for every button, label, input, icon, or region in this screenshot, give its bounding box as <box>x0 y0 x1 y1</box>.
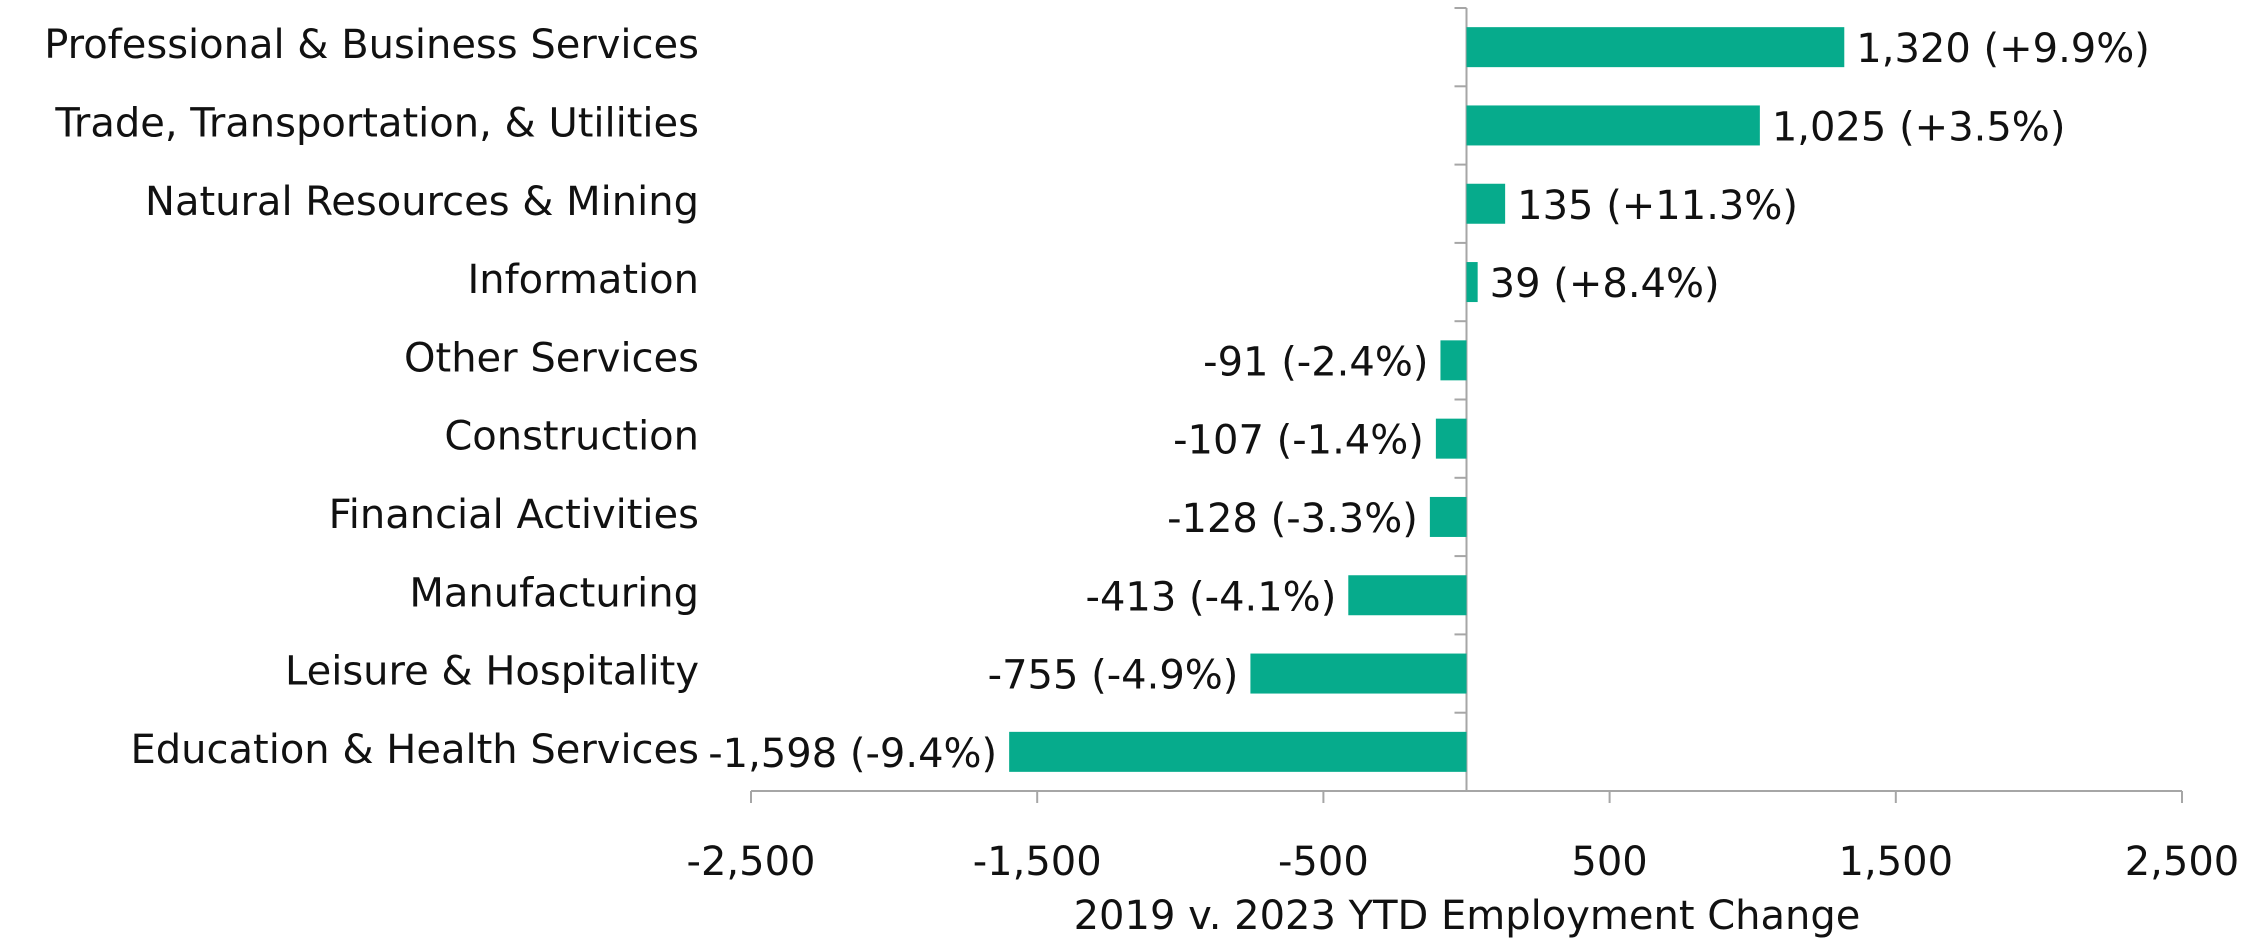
data-label: -128 (-3.3%) <box>1167 496 1418 542</box>
y-tick-label: Other Services <box>404 335 699 381</box>
data-label: -107 (-1.4%) <box>1173 418 1424 464</box>
bar <box>1435 418 1467 459</box>
x-tick-label: 2,500 <box>2125 839 2240 885</box>
y-tick-label: Construction <box>444 414 699 460</box>
x-tick-label: -500 <box>1278 839 1369 885</box>
bar <box>1466 262 1478 303</box>
x-tick-label: -2,500 <box>687 839 816 885</box>
y-tick-label: Professional & Business Services <box>44 22 699 68</box>
x-tick-label: 1,500 <box>1839 839 1954 885</box>
bar <box>1429 496 1467 537</box>
x-tick-label: 500 <box>1571 839 1647 885</box>
bar <box>1466 183 1506 224</box>
y-tick-label: Natural Resources & Mining <box>145 179 699 225</box>
y-tick-label: Manufacturing <box>409 570 699 616</box>
data-label: -413 (-4.1%) <box>1086 574 1337 620</box>
x-axis-title: 2019 v. 2023 YTD Employment Change <box>1074 893 1861 939</box>
bar <box>1466 27 1845 68</box>
y-tick-label: Financial Activities <box>329 492 699 538</box>
bar <box>1440 340 1467 381</box>
data-label: 1,320 (+9.9%) <box>1856 26 2150 72</box>
bar <box>1466 105 1760 146</box>
y-tick-label: Education & Health Services <box>131 727 700 773</box>
y-tick-label: Trade, Transportation, & Utilities <box>54 100 699 146</box>
data-label: -755 (-4.9%) <box>988 653 1239 699</box>
bar <box>1250 653 1467 694</box>
y-tick-label: Leisure & Hospitality <box>285 649 699 695</box>
data-label: -91 (-2.4%) <box>1203 339 1428 385</box>
y-tick-label: Information <box>467 257 699 303</box>
data-label: 39 (+8.4%) <box>1490 261 1720 307</box>
bar <box>1009 731 1467 772</box>
bar <box>1348 575 1467 616</box>
data-label: -1,598 (-9.4%) <box>708 731 997 777</box>
data-label: 135 (+11.3%) <box>1517 183 1798 229</box>
data-label: 1,025 (+3.5%) <box>1772 104 2066 150</box>
x-tick-label: -1,500 <box>973 839 1102 885</box>
